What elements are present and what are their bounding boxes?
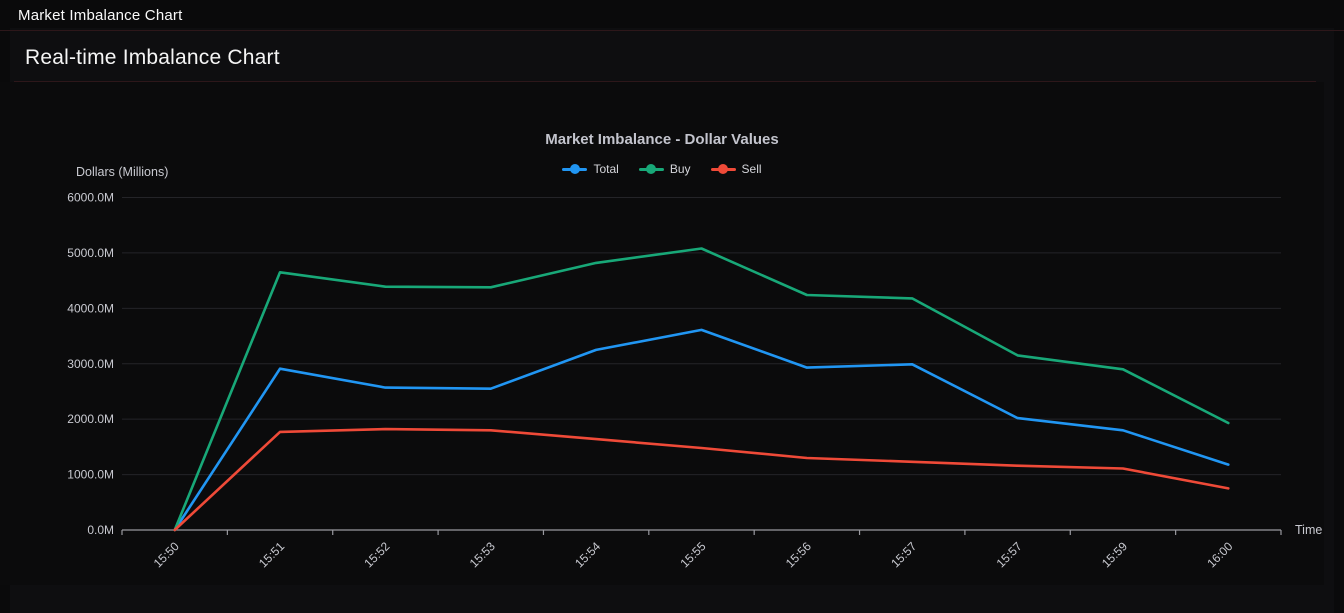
legend-marker-icon — [711, 168, 736, 171]
legend-item-sell[interactable]: Sell — [711, 162, 762, 176]
chart-legend: Total Buy Sell — [20, 160, 1304, 178]
x-tick-label: 15:56 — [783, 539, 814, 570]
x-tick-label: 16:00 — [1204, 539, 1235, 570]
legend-item-total[interactable]: Total — [562, 162, 618, 176]
chart-title: Market Imbalance - Dollar Values — [20, 131, 1304, 148]
series-line-buy[interactable] — [175, 249, 1229, 531]
y-tick-label: 2000.0M — [67, 412, 114, 426]
x-tick-label: 15:59 — [1099, 539, 1130, 570]
y-axis-unit-label: Dollars (Millions) — [76, 165, 168, 179]
imbalance-line-chart[interactable]: 0.0M 1000.0M 2000.0M 3000.0M 4000.0M 5000.0M 6… — [0, 82, 1324, 585]
x-tick-label: 15:51 — [256, 539, 287, 570]
legend-label: Total — [593, 162, 618, 176]
x-tick-label: 15:54 — [572, 539, 603, 570]
y-tick-label: 5000.0M — [67, 246, 114, 260]
x-tick-label: 15:55 — [677, 539, 708, 570]
chart-card: Market Imbalance - Dollar Values Total Bu… — [0, 82, 1324, 585]
header-divider — [0, 30, 1344, 31]
y-tick-label: 6000.0M — [67, 191, 114, 205]
legend-label: Sell — [742, 162, 762, 176]
legend-dot-icon — [570, 164, 580, 174]
x-tick-label: 15:53 — [467, 539, 498, 570]
x-tick-label: 15:52 — [361, 539, 392, 570]
legend-item-buy[interactable]: Buy — [639, 162, 691, 176]
x-tick-label: 15:57 — [888, 539, 919, 570]
y-tick-label: 0.0M — [87, 523, 114, 537]
app-header: Market Imbalance Chart — [0, 0, 1344, 31]
legend-dot-icon — [646, 164, 656, 174]
section-title: Real-time Imbalance Chart — [25, 46, 280, 70]
y-tick-label: 1000.0M — [67, 468, 114, 482]
page-title: Market Imbalance Chart — [18, 7, 182, 24]
legend-label: Buy — [670, 162, 691, 176]
legend-marker-icon — [639, 168, 664, 171]
y-tick-label: 4000.0M — [67, 301, 114, 315]
x-axis-title: Time — [1295, 523, 1322, 537]
x-tick-label: 15:57 — [994, 539, 1025, 570]
legend-dot-icon — [718, 164, 728, 174]
legend-marker-icon — [562, 168, 587, 171]
y-tick-label: 3000.0M — [67, 357, 114, 371]
series-line-sell[interactable] — [175, 429, 1229, 530]
x-tick-label: 15:50 — [151, 539, 182, 570]
